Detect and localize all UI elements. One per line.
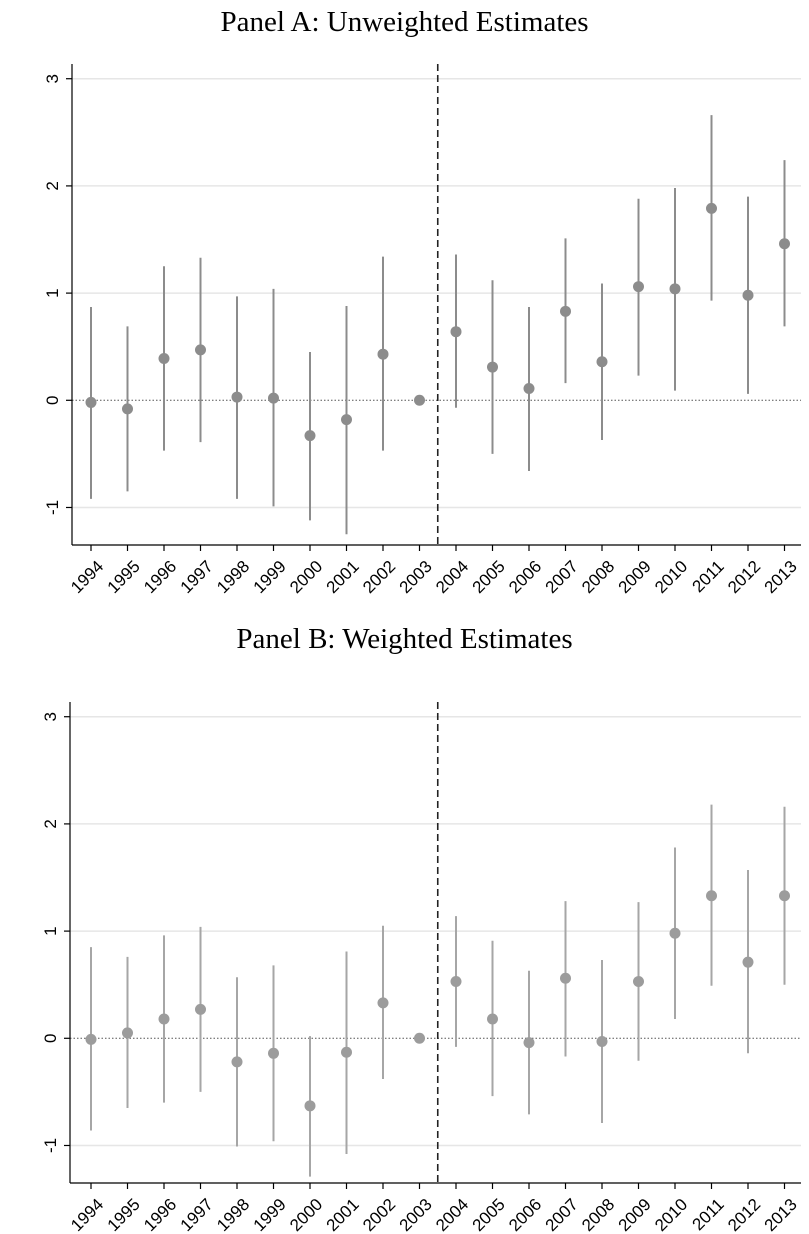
x-tick-label: 1999 bbox=[250, 557, 290, 597]
x-tick-label: 1996 bbox=[140, 1195, 180, 1234]
x-tick-label: 2004 bbox=[432, 1195, 472, 1234]
x-tick-label: 2010 bbox=[651, 1195, 691, 1234]
x-tick-label: 2006 bbox=[505, 1195, 545, 1234]
point-estimate bbox=[742, 956, 754, 968]
x-tick-label: 2005 bbox=[469, 557, 509, 597]
y-tick-label: 2 bbox=[41, 819, 60, 828]
x-tick-label: 2012 bbox=[724, 557, 764, 597]
point-estimate bbox=[596, 356, 608, 368]
point-estimate bbox=[523, 383, 535, 395]
point-estimate bbox=[85, 396, 97, 408]
x-tick-label: 2010 bbox=[651, 557, 691, 597]
x-tick-label: 2009 bbox=[615, 1195, 655, 1234]
x-tick-label: 1995 bbox=[104, 1195, 144, 1234]
point-estimate bbox=[377, 997, 389, 1009]
x-tick-label: 2004 bbox=[432, 557, 472, 597]
y-tick-label: 1 bbox=[43, 288, 62, 297]
point-estimate bbox=[158, 1013, 170, 1025]
point-estimate bbox=[122, 1027, 133, 1039]
point-estimate bbox=[231, 1056, 243, 1068]
point-estimate bbox=[414, 1032, 425, 1044]
x-tick-label: 2003 bbox=[396, 1195, 436, 1234]
x-tick-label: 2001 bbox=[323, 557, 363, 597]
x-tick-label: 1997 bbox=[177, 1195, 217, 1234]
x-tick-label: 1999 bbox=[250, 1195, 290, 1234]
point-estimate bbox=[523, 1037, 535, 1049]
x-tick-label: 2011 bbox=[689, 557, 728, 596]
point-estimate bbox=[633, 975, 644, 987]
point-estimate bbox=[231, 391, 243, 403]
x-tick-label: 2011 bbox=[689, 1195, 728, 1234]
point-estimate bbox=[85, 1033, 97, 1045]
y-tick-label: -1 bbox=[41, 1138, 60, 1153]
x-tick-label: 2005 bbox=[469, 1195, 509, 1234]
x-tick-label: 1997 bbox=[177, 557, 217, 597]
x-tick-label: 2008 bbox=[578, 557, 618, 597]
x-tick-label: 2002 bbox=[359, 557, 399, 597]
y-tick-label: 0 bbox=[41, 1034, 60, 1043]
point-estimate bbox=[304, 1100, 316, 1112]
point-estimate bbox=[450, 975, 462, 987]
x-tick-label: 1994 bbox=[67, 1195, 107, 1234]
x-tick-label: 2012 bbox=[724, 1195, 764, 1234]
x-tick-label: 2013 bbox=[761, 1195, 801, 1234]
point-estimate bbox=[633, 281, 644, 293]
y-tick-label: -1 bbox=[43, 500, 62, 515]
point-estimate bbox=[341, 1046, 352, 1058]
x-tick-label: 1996 bbox=[140, 557, 180, 597]
x-tick-label: 1998 bbox=[213, 557, 253, 597]
point-estimate bbox=[377, 348, 389, 360]
point-estimate bbox=[560, 972, 571, 984]
x-tick-label: 2000 bbox=[286, 1195, 326, 1234]
panel-b: Panel B: Weighted Estimates -1 0 1 2 3 1994 19… bbox=[0, 617, 809, 1234]
point-estimate bbox=[779, 890, 790, 902]
y-tick-label: 3 bbox=[41, 712, 60, 721]
y-tick-label: 2 bbox=[43, 181, 62, 190]
point-estimate bbox=[742, 289, 754, 301]
point-estimate bbox=[268, 392, 279, 404]
point-estimate bbox=[195, 344, 206, 356]
x-tick-label: 2006 bbox=[505, 557, 545, 597]
point-estimate bbox=[450, 326, 462, 338]
point-estimate bbox=[560, 305, 571, 317]
chart-title: Panel A: Unweighted Estimates bbox=[220, 6, 589, 38]
x-tick-label: 1998 bbox=[213, 1195, 253, 1234]
y-tick-label: 0 bbox=[43, 396, 62, 405]
point-estimate bbox=[487, 361, 498, 373]
chart-title: Panel B: Weighted Estimates bbox=[236, 623, 573, 655]
x-tick-label: 2013 bbox=[761, 557, 801, 597]
x-tick-label: 2007 bbox=[542, 557, 582, 597]
point-estimate bbox=[669, 283, 681, 295]
chart-plot: -101231994199519961997199819992000200120… bbox=[41, 702, 801, 1234]
point-estimate bbox=[669, 927, 681, 939]
point-estimate bbox=[706, 202, 717, 214]
chart-plot: -101231994199519961997199819992000200120… bbox=[43, 64, 801, 597]
point-estimate bbox=[706, 890, 717, 902]
point-estimate bbox=[779, 238, 790, 250]
point-estimate bbox=[195, 1003, 206, 1015]
x-tick-label: 2000 bbox=[286, 557, 326, 597]
x-tick-label: 2008 bbox=[578, 1195, 618, 1234]
point-estimate bbox=[122, 403, 133, 415]
x-tick-label: 2003 bbox=[396, 557, 436, 597]
y-tick-label: 3 bbox=[43, 74, 62, 83]
point-estimate bbox=[341, 414, 352, 426]
panel-a: Panel A: Unweighted Estimates -1 0 1 2 3 1994… bbox=[43, 6, 801, 597]
point-estimate bbox=[487, 1013, 498, 1025]
x-tick-label: 2002 bbox=[359, 1195, 399, 1234]
point-estimate bbox=[304, 430, 316, 442]
point-estimate bbox=[158, 352, 170, 364]
x-tick-label: 1994 bbox=[67, 557, 107, 597]
point-estimate bbox=[268, 1047, 279, 1059]
x-tick-label: 1995 bbox=[104, 557, 144, 597]
x-tick-label: 2007 bbox=[542, 1195, 582, 1234]
x-tick-label: 2009 bbox=[615, 557, 655, 597]
x-tick-label: 2001 bbox=[323, 1195, 363, 1234]
y-tick-label: 1 bbox=[41, 926, 60, 935]
point-estimate bbox=[414, 394, 425, 406]
point-estimate bbox=[596, 1036, 608, 1048]
